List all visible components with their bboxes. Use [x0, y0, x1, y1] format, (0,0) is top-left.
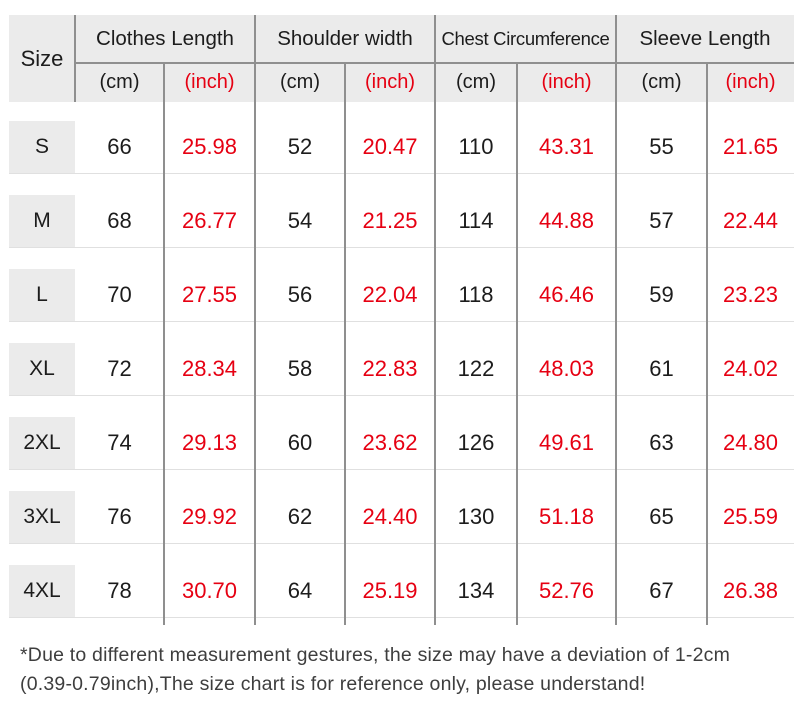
value-cell-inch: 22.44: [707, 195, 794, 247]
value-cell-cm: 59: [616, 269, 707, 321]
value-cell-inch: 25.98: [164, 121, 255, 173]
value-cell-cm: 62: [255, 491, 345, 543]
group-header-sleeve-length: Sleeve Length: [639, 27, 771, 50]
size-cell: 2XL: [9, 417, 75, 469]
value-cell-cm: 64: [255, 565, 345, 617]
value-cell-cm: 67: [616, 565, 707, 617]
value-cell-inch: 24.02: [707, 343, 794, 395]
value-cell-inch: 22.83: [345, 343, 435, 395]
value-cell-inch: 24.80: [707, 417, 794, 469]
value-cell-cm: 68: [75, 195, 164, 247]
size-cell: S: [9, 121, 75, 173]
table-row: M 68 26.77 54 21.25 114 44.88 57 22.44: [9, 195, 794, 248]
size-cell: XL: [9, 343, 75, 395]
value-cell-inch: 26.38: [707, 565, 794, 617]
value-cell-cm: 110: [435, 121, 517, 173]
value-cell-cm: 61: [616, 343, 707, 395]
value-cell-cm: 122: [435, 343, 517, 395]
unit-header-inch: (inch): [364, 71, 415, 93]
table-row: S 66 25.98 52 20.47 110 43.31 55 21.65: [9, 121, 794, 174]
group-header-clothes-length: Clothes Length: [96, 27, 234, 50]
value-cell-cm: 126: [435, 417, 517, 469]
value-cell-cm: 58: [255, 343, 345, 395]
group-header-chest-circumference: Chest Circumference: [441, 28, 610, 49]
unit-header-inch: (inch): [184, 71, 235, 93]
unit-header-cm: (cm): [99, 71, 140, 93]
value-cell-inch: 29.13: [164, 417, 255, 469]
value-cell-cm: 65: [616, 491, 707, 543]
value-cell-inch: 24.40: [345, 491, 435, 543]
grid-line-vertical: [516, 62, 518, 625]
value-cell-cm: 114: [435, 195, 517, 247]
grid-line-vertical: [434, 15, 436, 625]
unit-header-cm: (cm): [280, 71, 320, 93]
value-cell-cm: 66: [75, 121, 164, 173]
unit-header-cm: (cm): [456, 71, 496, 93]
value-cell-cm: 60: [255, 417, 345, 469]
value-cell-inch: 21.25: [345, 195, 435, 247]
value-cell-cm: 118: [435, 269, 517, 321]
grid-line-vertical: [615, 15, 617, 625]
table-row: L 70 27.55 56 22.04 118 46.46 59 23.23: [9, 269, 794, 322]
size-column-header: Size: [20, 45, 64, 71]
value-cell-cm: 76: [75, 491, 164, 543]
group-header-shoulder-width: Shoulder width: [277, 27, 413, 50]
value-cell-inch: 30.70: [164, 565, 255, 617]
size-chart-table: Size Clothes Length Shoulder width Chest…: [9, 15, 794, 625]
header-divider-line: [75, 62, 794, 64]
value-cell-inch: 27.55: [164, 269, 255, 321]
value-cell-cm: 63: [616, 417, 707, 469]
grid-line-vertical: [706, 62, 708, 625]
value-cell-cm: 78: [75, 565, 164, 617]
unit-header-inch: (inch): [725, 71, 776, 93]
grid-line-vertical: [254, 15, 256, 625]
value-cell-inch: 52.76: [517, 565, 616, 617]
footnote-line-1: *Due to different measurement gestures, …: [20, 644, 731, 666]
value-cell-inch: 48.03: [517, 343, 616, 395]
value-cell-cm: 74: [75, 417, 164, 469]
grid-line-vertical: [74, 15, 76, 102]
value-cell-cm: 56: [255, 269, 345, 321]
value-cell-inch: 23.23: [707, 269, 794, 321]
table-row: 3XL 76 29.92 62 24.40 130 51.18 65 25.59: [9, 491, 794, 544]
table-header: Size Clothes Length Shoulder width Chest…: [9, 15, 794, 102]
value-cell-cm: 72: [75, 343, 164, 395]
value-cell-inch: 22.04: [345, 269, 435, 321]
table-row: 2XL 74 29.13 60 23.62 126 49.61 63 24.80: [9, 417, 794, 470]
value-cell-inch: 25.59: [707, 491, 794, 543]
value-cell-inch: 49.61: [517, 417, 616, 469]
value-cell-cm: 52: [255, 121, 345, 173]
unit-header-cm: (cm): [641, 71, 682, 93]
value-cell-inch: 44.88: [517, 195, 616, 247]
value-cell-inch: 20.47: [345, 121, 435, 173]
value-cell-inch: 28.34: [164, 343, 255, 395]
value-cell-inch: 51.18: [517, 491, 616, 543]
unit-header-inch: (inch): [541, 71, 592, 93]
value-cell-inch: 46.46: [517, 269, 616, 321]
grid-line-vertical: [344, 62, 346, 625]
value-cell-inch: 43.31: [517, 121, 616, 173]
footnote: *Due to different measurement gestures, …: [20, 641, 730, 699]
table-row: 4XL 78 30.70 64 25.19 134 52.76 67 26.38: [9, 565, 794, 618]
value-cell-inch: 29.92: [164, 491, 255, 543]
value-cell-inch: 25.19: [345, 565, 435, 617]
size-cell: M: [9, 195, 75, 247]
value-cell-inch: 26.77: [164, 195, 255, 247]
value-cell-cm: 130: [435, 491, 517, 543]
value-cell-inch: 21.65: [707, 121, 794, 173]
value-cell-cm: 134: [435, 565, 517, 617]
value-cell-inch: 23.62: [345, 417, 435, 469]
value-cell-cm: 55: [616, 121, 707, 173]
value-cell-cm: 57: [616, 195, 707, 247]
size-cell: 3XL: [9, 491, 75, 543]
grid-line-vertical: [163, 62, 165, 625]
table-row: XL 72 28.34 58 22.83 122 48.03 61 24.02: [9, 343, 794, 396]
value-cell-cm: 54: [255, 195, 345, 247]
size-cell: L: [9, 269, 75, 321]
footnote-line-2: (0.39-0.79inch),The size chart is for re…: [20, 673, 646, 695]
value-cell-cm: 70: [75, 269, 164, 321]
size-cell: 4XL: [9, 565, 75, 617]
